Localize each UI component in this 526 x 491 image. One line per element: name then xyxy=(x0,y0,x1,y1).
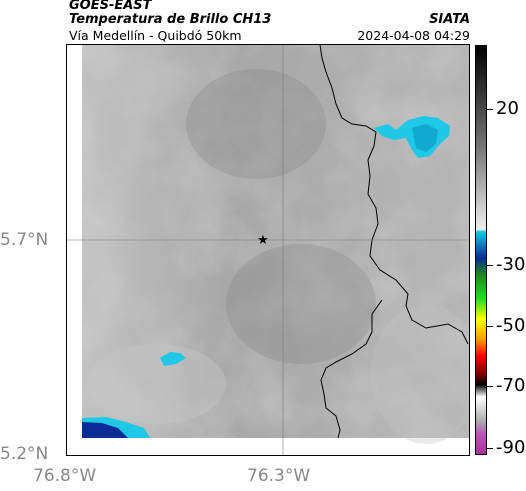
lon-tick-label: 76.3°W xyxy=(247,466,311,486)
lon-tick-label: 76.8°W xyxy=(33,466,97,486)
cloud-field xyxy=(82,45,470,444)
colorbar-label: -70 xyxy=(496,375,526,396)
lat-tick-label: 5.7°N xyxy=(0,230,49,250)
colorbar-label: 20 xyxy=(496,98,519,119)
source-label: SIATA xyxy=(429,12,470,27)
colorbar-label: -30 xyxy=(496,254,526,275)
colorbar-label: -90 xyxy=(496,437,526,458)
colorbar-tick xyxy=(487,326,493,327)
colorbar-tick xyxy=(487,448,493,449)
colorbar-tick xyxy=(487,109,493,110)
product-title: Temperatura de Brillo CH13 xyxy=(69,12,272,27)
location-marker: ★ xyxy=(257,233,269,248)
colorbar-tick xyxy=(487,265,493,266)
lat-tick-label: 5.2°N xyxy=(0,444,49,464)
colorbar-label: -50 xyxy=(496,315,526,336)
colorbar-tick xyxy=(487,386,493,387)
satellite-title: GOES-EAST xyxy=(69,0,152,13)
regional-border xyxy=(319,44,469,345)
region-label: Vía Medellín - Quibdó 50km xyxy=(69,28,242,43)
datetime-label: 2024-04-08 04:29 xyxy=(357,28,470,43)
cold-cloud-tops xyxy=(82,116,450,438)
temperature-colorbar xyxy=(475,45,487,455)
satellite-map: ★ xyxy=(66,44,470,456)
regional-border xyxy=(320,299,383,439)
